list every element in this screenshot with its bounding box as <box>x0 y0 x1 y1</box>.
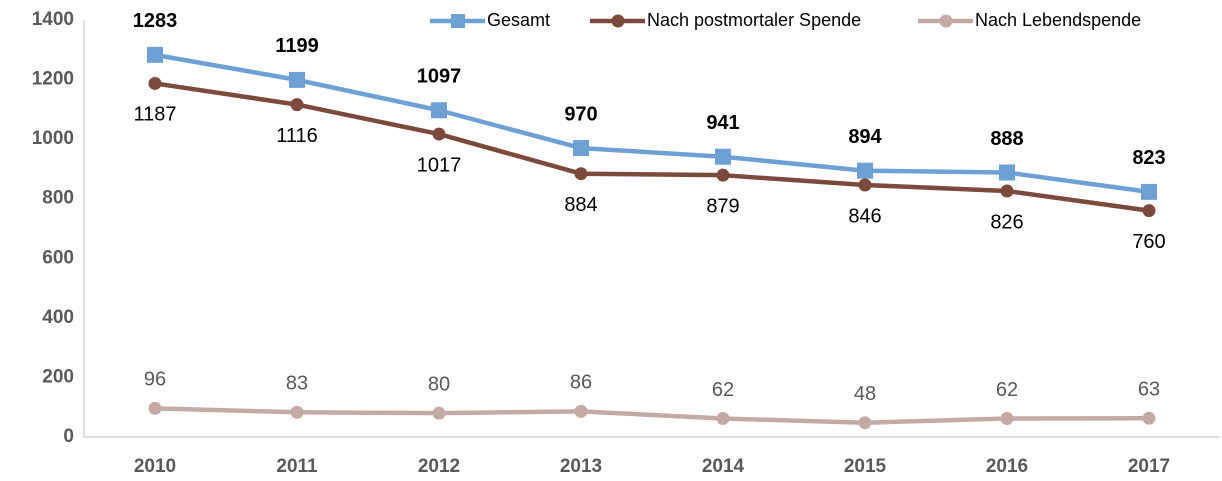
data-point <box>857 162 873 179</box>
data-point <box>715 148 731 165</box>
data-label: 1283 <box>133 10 178 32</box>
data-point <box>290 98 304 112</box>
data-point <box>1142 204 1156 218</box>
y-tick-label: 800 <box>42 188 74 209</box>
data-label: 941 <box>706 112 739 134</box>
x-tick-label: 2014 <box>702 456 745 477</box>
data-label: 823 <box>1132 147 1165 169</box>
data-point <box>574 167 588 181</box>
series-line <box>154 52 1150 195</box>
data-label: 846 <box>848 205 881 227</box>
data-point <box>999 164 1015 181</box>
series-line <box>154 81 1150 213</box>
data-label: 1199 <box>275 35 318 57</box>
data-label: 888 <box>990 128 1023 150</box>
data-point <box>431 102 447 119</box>
data-label: 1017 <box>417 154 462 176</box>
data-point <box>1000 412 1014 426</box>
legend-label: Gesamt <box>487 10 550 30</box>
y-tick-label: 1000 <box>32 128 74 149</box>
data-label: 879 <box>706 195 739 217</box>
y-tick-label: 600 <box>42 247 74 268</box>
data-label: 63 <box>1138 379 1160 401</box>
data-label: 86 <box>570 372 592 394</box>
y-tick-label: 0 <box>63 426 74 447</box>
data-point <box>289 71 305 88</box>
data-label: 62 <box>996 379 1018 401</box>
data-point <box>1142 411 1156 425</box>
data-point <box>290 405 304 419</box>
data-label: 760 <box>1132 231 1165 253</box>
data-point <box>858 416 872 430</box>
data-label: 884 <box>564 194 597 216</box>
legend-label: Nach postmortaler Spende <box>647 10 861 30</box>
x-tick-label: 2015 <box>844 456 887 477</box>
data-point <box>148 401 162 415</box>
data-label: 80 <box>428 373 450 395</box>
y-tick-label: 1400 <box>32 9 74 30</box>
data-label: 1187 <box>133 104 176 126</box>
data-label: 48 <box>854 383 876 405</box>
data-label: 62 <box>712 379 734 401</box>
data-point <box>147 46 163 63</box>
data-point <box>432 127 446 141</box>
legend-label: Nach Lebendspende <box>975 10 1141 30</box>
x-tick-label: 2012 <box>418 456 460 477</box>
data-label: 826 <box>990 211 1023 233</box>
x-tick-label: 2010 <box>134 456 176 477</box>
data-label: 1116 <box>276 125 318 147</box>
data-point <box>1000 184 1014 198</box>
x-tick-label: 2016 <box>986 456 1028 477</box>
y-tick-label: 1200 <box>32 69 74 90</box>
data-point <box>573 140 589 157</box>
data-point <box>1141 183 1157 200</box>
data-point <box>716 412 730 426</box>
y-tick-label: 400 <box>42 307 74 328</box>
data-point <box>574 404 588 418</box>
data-label: 970 <box>564 103 597 125</box>
data-point <box>858 178 872 192</box>
x-tick-label: 2011 <box>276 456 318 477</box>
data-label: 96 <box>144 369 166 391</box>
data-point <box>716 168 730 182</box>
legend-marker <box>451 14 465 28</box>
legend-marker <box>611 14 625 28</box>
data-label: 83 <box>286 373 308 395</box>
data-label: 1097 <box>417 66 462 88</box>
data-label: 894 <box>848 126 882 148</box>
x-tick-label: 2017 <box>1128 456 1170 477</box>
data-point <box>432 406 446 420</box>
series-line <box>154 406 1150 425</box>
x-tick-label: 2013 <box>560 456 602 477</box>
y-tick-label: 200 <box>42 366 74 387</box>
data-point <box>148 76 162 90</box>
legend-marker <box>939 14 953 28</box>
